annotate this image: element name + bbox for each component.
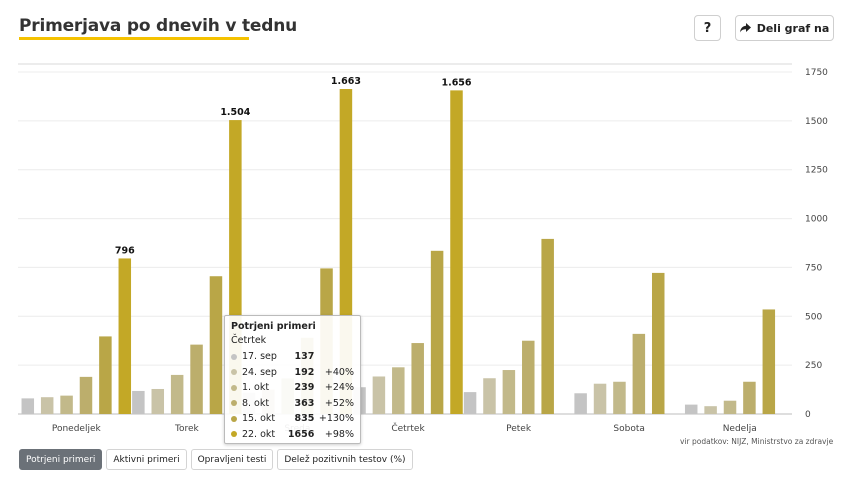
data-label: 1.504 (220, 107, 250, 118)
bar (723, 400, 737, 414)
bar (502, 370, 516, 414)
share-button[interactable]: Deli graf na (735, 15, 834, 41)
y-tick-label: 1250 (805, 166, 828, 176)
x-tick-label: Petek (506, 424, 532, 434)
legend-dot-icon (231, 415, 237, 422)
tab-2[interactable]: Opravljeni testi (190, 449, 274, 470)
tooltip-row-label: 17. sep (241, 351, 277, 363)
tooltip-row: 24. sep 192 +40% (231, 365, 354, 381)
bar (411, 343, 424, 414)
bar (541, 238, 554, 414)
share-arrow-icon (739, 23, 751, 33)
bar (632, 333, 646, 414)
tooltip-row-label: 22. okt (241, 428, 276, 440)
bar (574, 393, 587, 414)
tooltip-row-label: 1. okt (241, 382, 270, 394)
share-button-label: Deli graf na (756, 21, 830, 35)
bar (190, 344, 203, 414)
bar (613, 381, 626, 414)
tooltip-title: Potrjeni primeri (231, 321, 316, 332)
tab-3[interactable]: Delež pozitivnih testov (%) (277, 449, 413, 470)
y-tick-label: 1500 (805, 117, 828, 127)
chart-tooltip: Potrjeni primeri Četrtek 17. sep 137 24. s… (224, 315, 361, 444)
bar (593, 383, 607, 414)
tooltip-row-label: 15. okt (241, 413, 276, 425)
legend-dot-icon (231, 353, 237, 360)
tooltip-row: 15. okt 835 +130% (231, 411, 354, 427)
bar (60, 395, 73, 414)
tooltip-row-label: 8. okt (241, 397, 270, 409)
tooltip-row-change: +52% (324, 397, 354, 409)
y-tick-label: 500 (805, 312, 822, 322)
tooltip-row-change: +98% (324, 428, 354, 440)
bar (372, 376, 386, 414)
tooltip-subtitle: Četrtek (231, 335, 267, 346)
bar (704, 406, 717, 414)
tooltip-row-value: 835 (294, 413, 315, 425)
data-label: 1.656 (441, 77, 471, 88)
bar (40, 397, 54, 414)
x-tick-label: Nedelja (723, 424, 757, 434)
help-button[interactable]: ? (694, 15, 721, 41)
tooltip-row-change: +130% (318, 413, 354, 425)
page-title: Primerjava po dnevih v tednu (19, 16, 297, 36)
tooltip-row-label: 24. sep (241, 366, 277, 378)
data-source: vir podatkov: NIJZ, Ministrstvo za zdrav… (680, 437, 834, 446)
tab-1[interactable]: Aktivni primeri (106, 449, 187, 470)
bar (170, 374, 184, 414)
x-tick-label: Torek (174, 424, 200, 434)
legend-dot-icon (231, 400, 237, 407)
tooltip-row: 22. okt 1656 +98% (231, 427, 354, 443)
tooltip-row: 1. okt 239 +24% (231, 380, 354, 396)
bar (762, 309, 776, 414)
tooltip-row-value: 137 (294, 351, 315, 363)
bar (99, 336, 112, 414)
bar (132, 390, 145, 414)
bar (209, 276, 223, 414)
tooltip-row-change: +24% (324, 382, 354, 394)
title-underline (19, 37, 249, 40)
y-tick-label: 750 (805, 263, 822, 273)
tooltip-rows: 17. sep 137 24. sep 192 +40% 1. okt 239 +24% 8. … (231, 349, 354, 442)
data-label: 796 (115, 245, 135, 256)
y-tick-label: 1750 (805, 68, 828, 78)
legend-dot-icon (231, 384, 237, 391)
tooltip-row-value: 239 (294, 382, 315, 394)
bar (21, 398, 35, 414)
legend-dot-icon (231, 369, 237, 376)
bar (743, 381, 756, 414)
bar (483, 378, 496, 414)
tooltip-row-value: 1656 (287, 428, 315, 440)
bar (79, 376, 93, 414)
bar (151, 388, 165, 414)
bar (118, 258, 132, 414)
y-tick-label: 250 (805, 361, 822, 371)
tooltip-row-change: +40% (324, 366, 354, 378)
bar (450, 90, 463, 414)
y-tick-label: 1000 (805, 215, 828, 225)
data-label: 1.663 (331, 76, 361, 87)
bar (463, 392, 477, 414)
bar (684, 404, 698, 414)
bar (651, 272, 665, 414)
tooltip-row-value: 363 (294, 397, 315, 409)
x-tick-label: Sobota (613, 424, 644, 434)
bar (430, 250, 444, 414)
bar (392, 367, 405, 414)
tooltip-row-value: 192 (294, 366, 315, 378)
legend-dot-icon (231, 431, 237, 438)
tooltip-row: 8. okt 363 +52% (231, 396, 354, 412)
tooltip-row: 17. sep 137 (231, 349, 354, 365)
bar (522, 340, 535, 414)
metric-tabs: Potrjeni primeri Aktivni primeri Opravljen… (19, 449, 413, 470)
x-tick-label: Četrtek (391, 422, 425, 434)
tab-0[interactable]: Potrjeni primeri (19, 449, 103, 470)
y-tick-label: 0 (805, 410, 811, 420)
x-tick-label: Ponedeljek (52, 424, 102, 434)
